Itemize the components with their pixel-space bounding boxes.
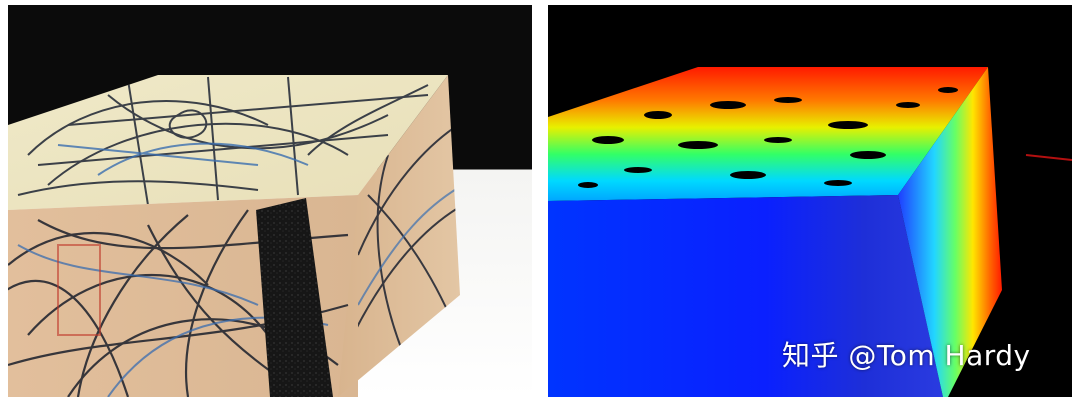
- foam-corner: [256, 198, 333, 397]
- box-photo-panel: [8, 5, 532, 397]
- depth-map-visualization: [548, 5, 1072, 397]
- watermark-text: 知乎 @Tom Hardy: [782, 339, 1031, 372]
- stamp-mark: [57, 244, 101, 336]
- depth-map-panel: [548, 5, 1072, 397]
- scribbled-box-photo: [8, 5, 532, 397]
